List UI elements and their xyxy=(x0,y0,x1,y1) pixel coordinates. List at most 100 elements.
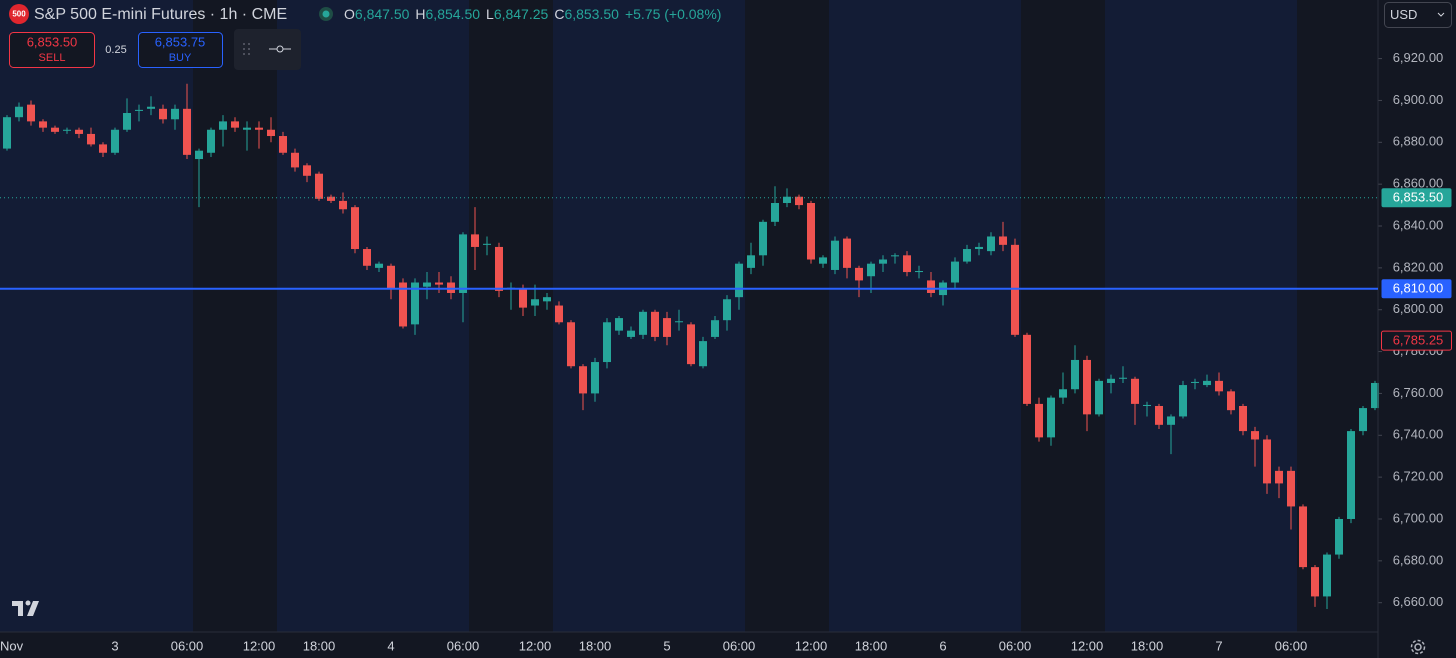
candle-body xyxy=(39,121,47,128)
candle-body xyxy=(303,165,311,176)
x-tick-label: 18:00 xyxy=(855,638,888,653)
drag-handle xyxy=(243,43,250,55)
candle-body xyxy=(27,104,35,122)
ohlc-value: 6,853.50 xyxy=(564,6,619,22)
y-tick-label: 6,680.00 xyxy=(1393,552,1444,567)
candle-body xyxy=(159,108,167,120)
y-tick-label: 6,900.00 xyxy=(1393,92,1444,107)
candle-body xyxy=(615,318,623,331)
candle-body xyxy=(111,129,119,153)
candle-body xyxy=(3,117,11,149)
candle-body xyxy=(591,362,599,394)
candle-body xyxy=(1275,470,1283,484)
candle-body xyxy=(831,240,839,270)
candle-body xyxy=(891,255,899,257)
buy-button[interactable] xyxy=(138,32,223,68)
candle-body xyxy=(927,280,935,293)
candle-body xyxy=(471,234,479,247)
candle-body xyxy=(123,113,131,130)
candle-body xyxy=(171,108,179,120)
session-band xyxy=(193,0,277,632)
price-label-box xyxy=(1381,279,1452,299)
candle-body xyxy=(651,311,659,337)
currency: USD xyxy=(1390,7,1417,22)
candle-body xyxy=(1119,377,1127,379)
x-tick-label: 4 xyxy=(387,638,394,653)
candle-body xyxy=(1023,334,1031,404)
candle-body xyxy=(687,324,695,365)
candle-body xyxy=(723,299,731,321)
candle-body xyxy=(1239,405,1247,432)
toolbar[interactable] xyxy=(234,29,301,70)
candle-body xyxy=(387,265,395,289)
candle-body xyxy=(399,282,407,327)
candle-body xyxy=(735,263,743,298)
candle-body xyxy=(327,196,335,201)
candle-body xyxy=(459,234,467,293)
x-tick-label: 06:00 xyxy=(1275,638,1308,653)
candle-body xyxy=(363,249,371,266)
settings-icon[interactable] xyxy=(1410,639,1426,655)
candle-body xyxy=(915,271,923,273)
candle-body xyxy=(1107,378,1115,383)
candle-body xyxy=(555,305,563,323)
candle-body xyxy=(963,249,971,262)
x-tick-label: 7 xyxy=(1215,638,1222,653)
sell-button[interactable] xyxy=(9,32,95,68)
candle-body xyxy=(1371,382,1379,409)
y-tick-label: 6,760.00 xyxy=(1393,385,1444,400)
y-tick-label: 6,920.00 xyxy=(1393,50,1444,65)
candle-body xyxy=(951,261,959,283)
candle-body xyxy=(579,366,587,394)
candle-body xyxy=(843,238,851,268)
currency-select[interactable] xyxy=(1384,2,1452,28)
candle-body xyxy=(195,150,203,160)
logo-text: 500 xyxy=(12,10,26,19)
candle-body xyxy=(999,236,1007,245)
candle-body xyxy=(495,246,503,291)
candle-body xyxy=(1347,431,1355,519)
dropdown-arrow xyxy=(1437,12,1445,17)
candle-body xyxy=(795,196,803,206)
candle-body xyxy=(1083,359,1091,415)
ohlc-value: 6,847.50 xyxy=(355,6,410,22)
candle-body xyxy=(423,282,431,287)
candle-body xyxy=(51,127,59,132)
x-tick-label: 18:00 xyxy=(1131,638,1164,653)
candle-body xyxy=(267,129,275,137)
candle-body xyxy=(1287,470,1295,507)
candle-body xyxy=(1311,567,1319,597)
grid xyxy=(1378,58,1382,604)
candle-body xyxy=(867,263,875,277)
candle-body xyxy=(1047,397,1055,438)
ohlc: O6,847.50 H6,854.50 L6,847.25 C6,853.50 +5.7… xyxy=(344,6,721,22)
ohlc-value: 6,847.25 xyxy=(494,6,549,22)
candle-body xyxy=(855,267,863,281)
candle-body xyxy=(879,259,887,264)
y-tick-label: 6,660.00 xyxy=(1393,594,1444,609)
x-tick-label: 12:00 xyxy=(519,638,552,653)
x-tick-label: 06:00 xyxy=(723,638,756,653)
candle-body xyxy=(543,297,551,302)
y-tick-label: 6,820.00 xyxy=(1393,259,1444,274)
candle-body xyxy=(1191,381,1199,383)
candle-body xyxy=(279,136,287,153)
candle-body xyxy=(483,243,491,245)
candle-body xyxy=(147,106,155,109)
candle-body xyxy=(1059,389,1067,398)
session-band xyxy=(469,0,553,632)
y-tick-label: 6,800.00 xyxy=(1393,301,1444,316)
candle-body xyxy=(1299,506,1307,568)
line-tool-icon[interactable] xyxy=(269,45,291,53)
y-tick-label: 6,880.00 xyxy=(1393,134,1444,149)
y-tick-label: 6,860.00 xyxy=(1393,176,1444,191)
price-label: 6,785.25 xyxy=(1393,333,1444,348)
sell-price: 6,853.50 xyxy=(27,34,78,49)
candle-body xyxy=(411,282,419,325)
candle-body xyxy=(639,311,647,335)
buy-price: 6,853.75 xyxy=(155,34,206,49)
session-band xyxy=(745,0,829,632)
candle-body xyxy=(1167,416,1175,425)
candle-body xyxy=(1035,403,1043,438)
candle-body xyxy=(1227,391,1235,411)
